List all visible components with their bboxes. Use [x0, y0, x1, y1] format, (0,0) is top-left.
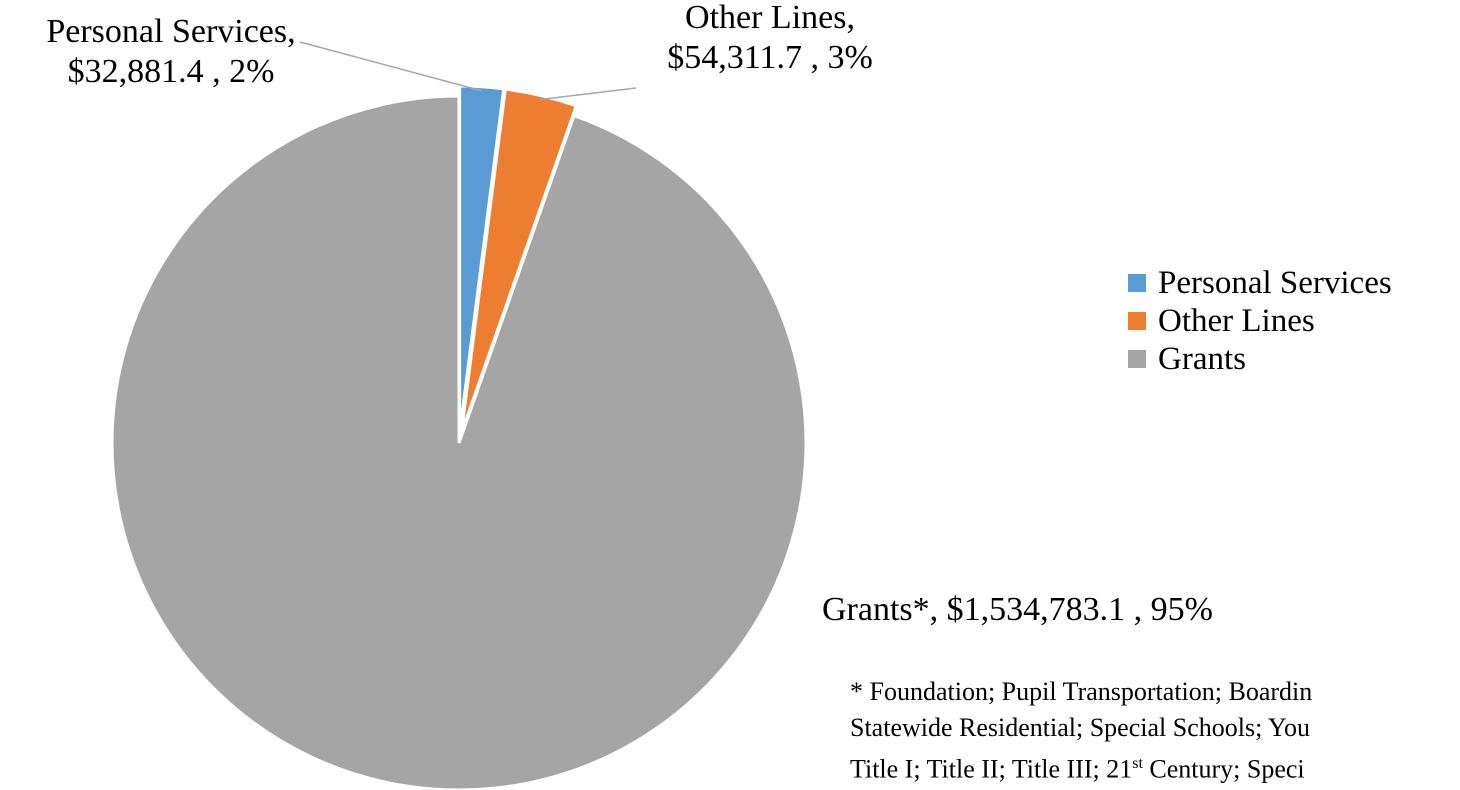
legend-item-grants: Grants [1128, 340, 1392, 378]
data-label-personal-services-value: $32,881.4 , 2% [67, 53, 275, 90]
leader-lines [299, 41, 637, 101]
data-label-other-lines-value: $54,311.7 , 3% [667, 39, 873, 76]
footnote-line-2: Statewide Residential; Special Schools; … [850, 713, 1311, 742]
legend-swatch-grants [1128, 350, 1146, 368]
pie-slice-other-lines [459, 87, 579, 434]
pie-slices [110, 84, 808, 790]
legend-swatch-personal-services [1128, 274, 1146, 292]
chart-footnote: * Foundation; Pupil Transportation; Boar… [850, 674, 1460, 788]
footnote-line-3-start: Title I; Title II; Title III; 21 [850, 754, 1133, 784]
legend-swatch-other-lines [1128, 312, 1146, 330]
footnote-line-3: Title I; Title II; Title III; 21st Centu… [850, 746, 1460, 788]
data-label-grants-text: Grants*, $1,534,783.1 , 95% [822, 591, 1213, 628]
footnote-line-3-end: Century; Speci [1142, 754, 1305, 784]
data-label-personal-services-name: Personal Services, [46, 13, 296, 50]
data-label-other-lines-name: Other Lines, [685, 0, 855, 36]
pie-slice-grants [110, 94, 808, 790]
chart-legend: Personal Services Other Lines Grants [1128, 264, 1392, 378]
legend-label-personal-services: Personal Services [1158, 264, 1392, 301]
pie-slice-personal-services [458, 84, 506, 434]
leader-line-personal-services [299, 41, 482, 92]
leader-line-other-lines [540, 87, 637, 101]
data-label-personal-services: Personal Services, $32,881.4 , 2% [6, 12, 336, 92]
data-label-grants: Grants*, $1,534,783.1 , 95% [822, 590, 1213, 630]
legend-label-grants: Grants [1158, 340, 1246, 377]
legend-label-other-lines: Other Lines [1158, 302, 1315, 339]
legend-item-other-lines: Other Lines [1128, 302, 1392, 340]
footnote-line-1: * Foundation; Pupil Transportation; Boar… [850, 677, 1313, 706]
legend-item-personal-services: Personal Services [1128, 264, 1392, 302]
footnote-line-3-superscript: st [1132, 755, 1143, 772]
data-label-other-lines: Other Lines, $54,311.7 , 3% [640, 0, 900, 78]
